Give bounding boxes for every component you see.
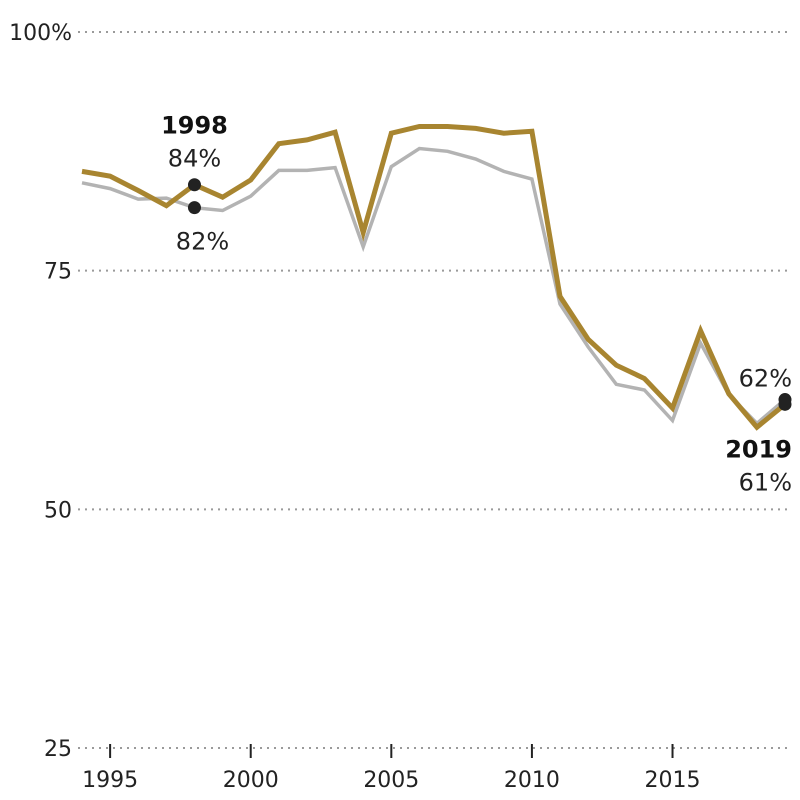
marker-1998-gold <box>187 178 201 192</box>
y-tick-label-100: 100% <box>9 21 72 46</box>
y-tick-label-75: 75 <box>44 260 72 285</box>
y-axis-ticks: 25 50 75 100% <box>9 21 72 762</box>
x-tick-label-2015: 2015 <box>645 768 701 793</box>
annotation-2019-gold-value: 61% <box>739 468 792 496</box>
annotation-1998-gray-value: 82% <box>176 228 229 256</box>
annotations: 1998 84% 82% 62% 2019 61% <box>161 112 792 497</box>
x-tick-label-2000: 2000 <box>223 768 279 793</box>
annotation-2019-year-label: 2019 <box>725 435 792 463</box>
marker-2019-gold <box>778 397 792 411</box>
x-tick-label-1995: 1995 <box>82 768 138 793</box>
annotation-1998-gold-value: 84% <box>168 145 221 173</box>
x-tick-label-2005: 2005 <box>363 768 419 793</box>
annotation-1998-year-label: 1998 <box>161 112 228 140</box>
x-tick-label-2010: 2010 <box>504 768 560 793</box>
marker-1998-gray <box>187 201 201 215</box>
y-tick-label-50: 50 <box>44 498 72 523</box>
annotation-2019-gray-value: 62% <box>739 365 792 393</box>
y-tick-label-25: 25 <box>44 737 72 762</box>
annotation-markers <box>187 178 792 411</box>
x-axis-ticks: 1995 2000 2005 2010 2015 <box>82 744 701 793</box>
